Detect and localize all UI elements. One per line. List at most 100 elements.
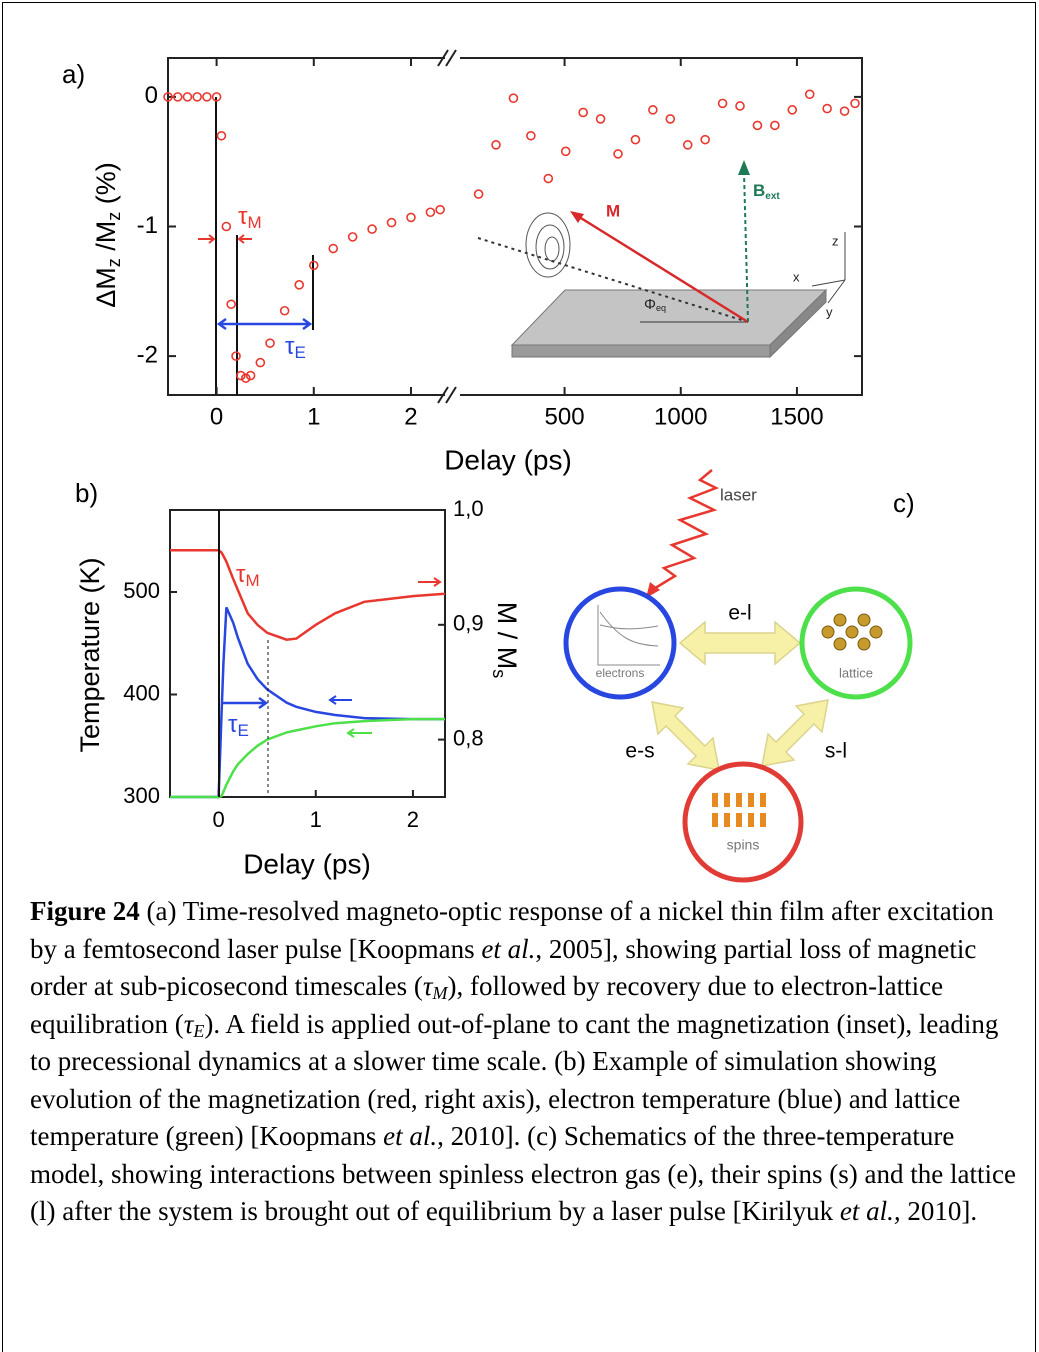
- symbol: τ: [183, 1008, 194, 1039]
- data-point: [255, 357, 266, 368]
- data-point: [240, 373, 251, 383]
- x-tick-label: 1500: [770, 403, 823, 430]
- node-circle: [563, 586, 677, 700]
- tau-arrow: [198, 234, 252, 244]
- panel-label: c): [893, 488, 915, 518]
- label-part: τ: [228, 711, 238, 738]
- annotation: τM: [236, 561, 260, 590]
- y-tick-label: 500: [123, 578, 160, 603]
- node-label: spins: [727, 837, 760, 853]
- figure-label: Figure 24: [30, 896, 140, 926]
- y2-axis-label: M / Ms: [489, 602, 522, 679]
- label-sub: ext: [765, 191, 780, 202]
- precession-ellipses: [525, 212, 571, 278]
- x-tick-label: 2: [404, 403, 417, 430]
- y-tick-label: 300: [123, 783, 160, 808]
- data-point: [216, 130, 227, 141]
- electron-graph: [597, 605, 660, 666]
- label-part: /M: [91, 221, 121, 259]
- y-tick-label: 400: [123, 680, 160, 705]
- axis-arrow: [346, 728, 372, 738]
- data-point: [163, 92, 173, 102]
- y2-tick-label: 0,8: [453, 725, 484, 750]
- arrowhead: [738, 160, 750, 175]
- data-point: [804, 89, 815, 100]
- caption-text: et al.: [383, 1121, 438, 1151]
- data-point: [406, 212, 416, 223]
- slab-side: [769, 288, 827, 359]
- caption-text: et al.: [481, 933, 536, 964]
- series-line: [170, 606, 445, 799]
- arrowhead: [646, 582, 660, 598]
- x-tick-label: 1000: [654, 403, 707, 430]
- source-label: laser: [720, 485, 757, 504]
- symbol-sub: M: [432, 983, 448, 1003]
- data-point: [308, 260, 319, 271]
- axes-glyph: [811, 232, 846, 304]
- data-point: [526, 130, 536, 141]
- data-point: [665, 114, 676, 124]
- data-point: [425, 207, 436, 218]
- caption-text: ), followed by recovery due to electron-…: [30, 971, 944, 1039]
- data-point: [211, 92, 222, 102]
- data-point: [491, 140, 501, 150]
- data-point: [367, 224, 377, 234]
- y2-tick-label: 0,9: [453, 611, 484, 636]
- data-point: [347, 232, 358, 242]
- data-point: [202, 92, 212, 102]
- caption-text: , 2005], showing partial loss of magneti…: [30, 933, 977, 1002]
- y-tick-label: 0: [145, 82, 158, 109]
- caption: Figure 24 (a) Time-resolved magneto-opti…: [30, 893, 1025, 1231]
- laser-wave: [651, 469, 720, 592]
- caption-text: 2010].: [900, 1196, 978, 1226]
- data-point: [787, 105, 798, 115]
- data-point: [717, 98, 728, 109]
- label-part: ΔM: [91, 267, 121, 308]
- spins-icon: [712, 793, 766, 827]
- y2-tick-label: 1,0: [453, 496, 484, 521]
- annotation: τM: [238, 203, 262, 232]
- label-part: τ: [238, 203, 248, 230]
- data-point: [508, 93, 519, 103]
- data-point: [473, 189, 484, 199]
- axis-break: [437, 49, 457, 404]
- data-point: [328, 243, 339, 254]
- node-label: electrons: [596, 666, 645, 680]
- annotations-b: τM τE: [218, 510, 442, 797]
- axes-frame: [169, 509, 446, 798]
- inset: M Bext Φeq x y z: [477, 160, 846, 359]
- annotation: τE: [228, 711, 249, 740]
- data-point: [613, 149, 623, 159]
- inset-label: M: [606, 201, 620, 220]
- slab-front: [511, 344, 771, 358]
- diagram: c) laser electrons lattice spins e-l e-s…: [563, 469, 915, 883]
- label-sub: s: [489, 669, 509, 678]
- label-part: (%): [91, 162, 121, 212]
- data-point: [182, 92, 193, 102]
- inset-label: y: [826, 304, 833, 319]
- data-point: [265, 338, 275, 348]
- label-sub: z: [104, 212, 124, 221]
- tau-arrow: [216, 317, 313, 331]
- data-point: [294, 280, 305, 290]
- data-point: [822, 103, 832, 114]
- x-tick-label: 2: [407, 807, 419, 832]
- data-point: [700, 134, 710, 145]
- node-circle: [799, 586, 913, 700]
- data-point: [752, 120, 763, 131]
- data-point: [172, 92, 183, 102]
- x-tick-label: 500: [545, 403, 585, 430]
- node-circle: [682, 761, 804, 883]
- label-part: τ: [236, 561, 246, 588]
- x-axis-label: Delay (ps): [243, 848, 371, 879]
- axis-arrow: [418, 577, 442, 587]
- m-vector: [575, 213, 749, 324]
- data-point: [839, 106, 850, 116]
- data-point: [578, 107, 588, 118]
- x-tick-label: 0: [212, 807, 224, 832]
- data-point: [221, 221, 232, 232]
- plot-area-b: 0 1 2 300 400 500 1,0 0,9 0,8: [123, 496, 483, 832]
- label-sub: z: [104, 258, 124, 267]
- tau-arrow: [222, 696, 269, 710]
